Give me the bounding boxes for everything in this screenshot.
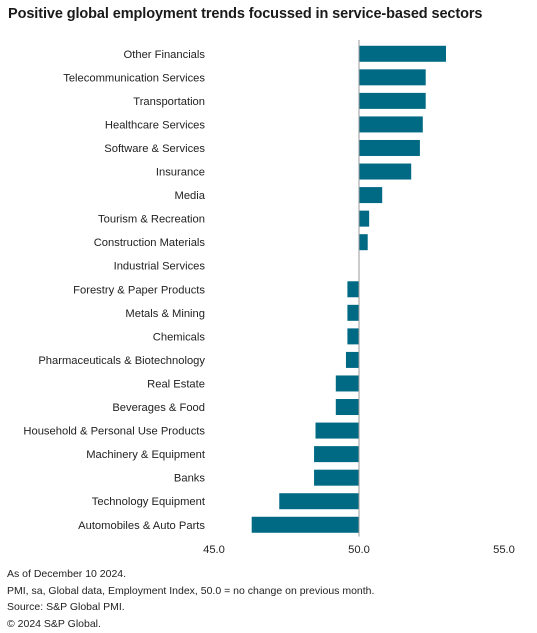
category-label: Forestry & Paper Products [73, 284, 205, 296]
category-label: Metals & Mining [125, 308, 205, 320]
bar-other-financials [359, 45, 446, 62]
category-label: Automobiles & Auto Parts [78, 520, 205, 532]
category-label: Real Estate [147, 378, 205, 390]
bar-media [359, 187, 383, 204]
bar-machinery-equipment [314, 446, 359, 463]
category-label: Media [175, 190, 206, 202]
chart-title: Positive global employment trends focuss… [8, 6, 483, 22]
category-label: Chemicals [153, 331, 206, 343]
bar-forestry-paper-products [347, 281, 359, 298]
x-tick-label: 55.0 [493, 544, 515, 556]
category-label: Banks [174, 473, 205, 485]
footnotes: As of December 10 2024. PMI, sa, Global … [7, 566, 374, 632]
bar-telecommunication-services [359, 69, 426, 86]
category-label: Industrial Services [114, 261, 206, 273]
category-label: Beverages & Food [112, 402, 205, 414]
bar-construction-materials [359, 234, 368, 251]
footnote-source: Source: S&P Global PMI. [7, 601, 125, 613]
category-label: Construction Materials [94, 237, 206, 249]
category-label: Software & Services [104, 143, 205, 155]
category-label: Other Financials [124, 49, 206, 61]
x-tick-label: 50.0 [348, 544, 370, 556]
x-tick-label: 45.0 [203, 544, 225, 556]
category-label: Tourism & Recreation [98, 214, 205, 226]
bar-real-estate [335, 375, 359, 392]
bar-insurance [359, 163, 412, 180]
category-label: Healthcare Services [105, 119, 206, 131]
bar-pharmaceuticals-biotechnology [345, 351, 359, 368]
bar-beverages-food [335, 399, 359, 416]
category-label: Technology Equipment [92, 496, 206, 508]
category-label: Telecommunication Services [63, 72, 205, 84]
bar-metals-mining [347, 304, 359, 321]
footnote-description: PMI, sa, Global data, Employment Index, … [7, 584, 375, 597]
bar-chemicals [347, 328, 359, 345]
bar-software-services [359, 139, 420, 156]
bar-banks [314, 469, 359, 486]
bar-automobiles-auto-parts [251, 516, 359, 533]
bar-healthcare-services [359, 116, 423, 133]
bar-technology-equipment [279, 493, 359, 510]
bar-household-personal-use-products [315, 422, 359, 439]
category-label: Household & Personal Use Products [23, 426, 205, 438]
bar-chart: Other Financials Telecommunication Servic… [23, 40, 515, 556]
footnote-date: As of December 10 2024. [7, 568, 127, 580]
category-label: Pharmaceuticals & Biotechnology [38, 355, 205, 367]
category-label: Insurance [156, 167, 205, 179]
category-label: Machinery & Equipment [86, 449, 206, 461]
bar-transportation [359, 92, 426, 109]
category-label: Transportation [133, 96, 205, 108]
footnote-copyright: © 2024 S&P Global. [7, 617, 101, 630]
bar-tourism-recreation [359, 210, 370, 227]
